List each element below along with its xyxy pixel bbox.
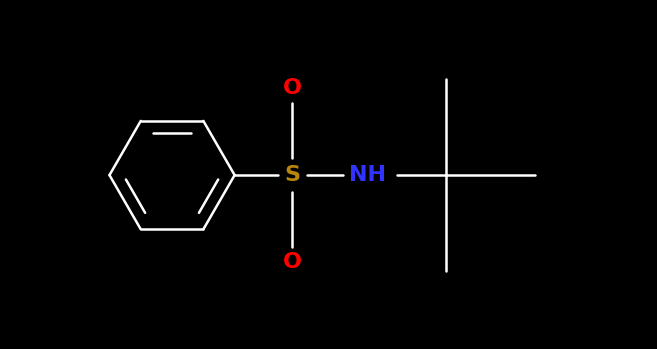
Text: O: O xyxy=(283,252,302,272)
Text: S: S xyxy=(284,165,300,185)
Text: O: O xyxy=(283,78,302,98)
Text: NH: NH xyxy=(348,165,386,185)
